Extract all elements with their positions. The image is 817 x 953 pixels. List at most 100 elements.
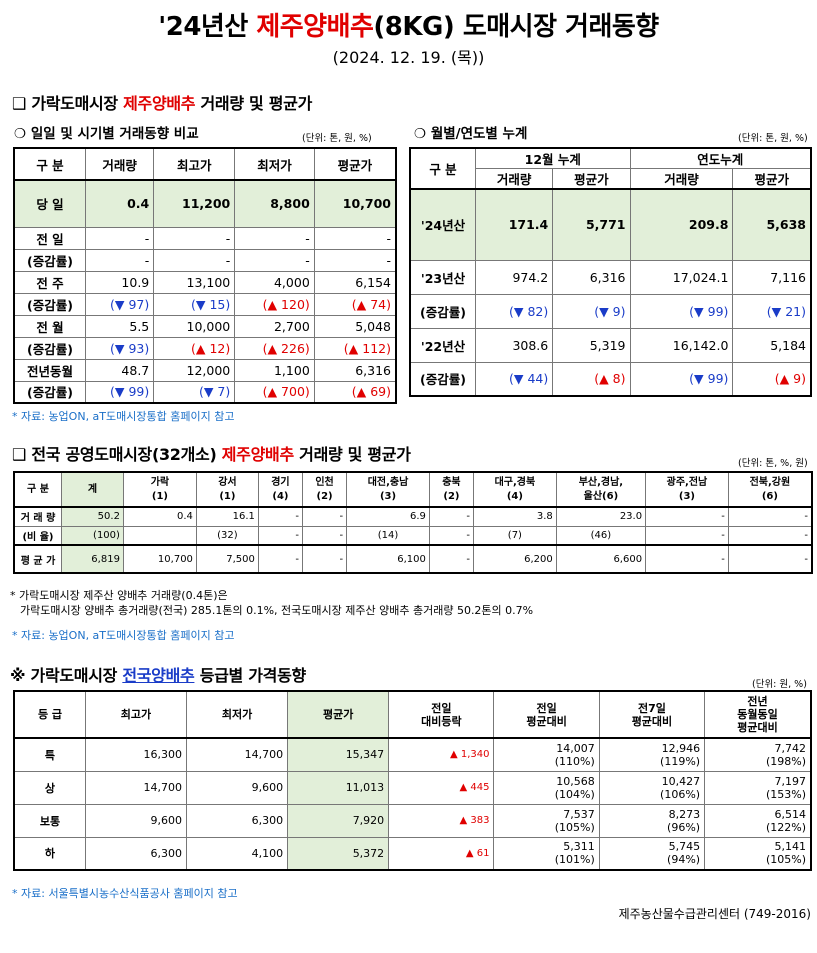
change-cell: ▲ 383 <box>388 803 495 838</box>
compare-value: 10,427 <box>661 774 701 788</box>
compare-percent: (122%) <box>765 820 806 834</box>
table-row: 평 균 가 6,819 10,700 7,500- -6,100-6,200 6,600-… <box>13 544 813 574</box>
table-row: (증감률) (▼ 99) (▼ 7) (▲ 700) (▲ 69) <box>13 380 397 404</box>
table-row: '24년산 171.4 5,771 209.8 5,638 <box>409 188 812 261</box>
table-row: 전 일 ---- <box>13 226 397 250</box>
column-header: 계 <box>61 471 124 508</box>
table-cell: - <box>428 506 475 527</box>
table-cell: - <box>257 506 304 527</box>
compare-cell: 10,568 (104%) <box>493 770 600 805</box>
report-date: (2024. 12. 19. (목)) <box>332 48 485 67</box>
table-cell: (46) <box>555 525 647 546</box>
table-cell: - <box>645 506 729 527</box>
column-header: 구 분 <box>13 471 62 508</box>
compare-cell: 5,745 (94%) <box>598 836 706 871</box>
table-row: 전년동월 48.7 12,000 1,100 6,316 <box>13 358 397 382</box>
column-header: 강서 (1) <box>195 471 259 508</box>
table-cell: 16.1 <box>195 506 259 527</box>
column-header: 전7일 평균대비 <box>598 690 706 739</box>
table-cell: - <box>727 525 813 546</box>
table-row: (증감률) (▼ 82) (▼ 9) (▼ 99) (▼ 21) <box>409 293 812 329</box>
table-row: 보통 9,600 6,300 7,920 ▲ 383 7,537 (105%) 8,273 (9… <box>13 803 812 838</box>
table-cell: 6,819 <box>61 544 124 574</box>
grade-label: 하 <box>13 836 86 871</box>
table-cell: 6,300 <box>84 836 188 871</box>
ratio-note: * 가락도매시장 제주산 양배추 거래량(0.4톤)은 가락도매시장 양배추 총… <box>10 589 534 617</box>
table-cell: 50.2 <box>61 506 124 527</box>
compare-value: 8,273 <box>668 807 701 821</box>
compare-value: 7,197 <box>774 774 807 788</box>
compare-percent: (105%) <box>765 853 806 867</box>
change-cell: ▲ 1,340 <box>388 737 495 772</box>
table-row: 거 래 량 50.2 0.4 16.1- -6.9-3.8 23.0- - <box>13 506 813 527</box>
column-header: 부산,경남, 울산(6) <box>555 471 647 508</box>
table-cell: 11,013 <box>287 770 390 805</box>
source-note-3: * 자료: 서울특별시농수산식품공사 홈페이지 참고 <box>12 887 238 900</box>
table-row: '23년산 974.2 6,316 17,024.1 7,116 <box>409 259 812 295</box>
footer-credit: 제주농산물수급관리센터 (749-2016) <box>618 907 811 921</box>
change-cell: ▲ 445 <box>388 770 495 805</box>
column-header: 전일 대비등락 <box>388 690 495 739</box>
column-header: 최고가 <box>84 690 188 739</box>
right-table-title: ❍ 월별/연도별 누계 <box>414 126 528 142</box>
compare-percent: (101%) <box>554 853 595 867</box>
compare-cell: 5,141 (105%) <box>704 836 812 871</box>
compare-value: 10,568 <box>556 774 595 788</box>
table-row: 하 6,300 4,100 5,372 ▲ 61 5,311 (101%) 5,745 (94%… <box>13 836 812 871</box>
table-cell: - <box>301 506 348 527</box>
table-cell: - <box>428 525 475 546</box>
compare-percent: (106%) <box>660 787 701 801</box>
source-note-2: * 자료: 농업ON, aT도매시장통합 홈페이지 참고 <box>12 629 235 642</box>
table-cell: - <box>257 544 304 574</box>
compare-percent: (96%) <box>667 820 701 834</box>
table-cell: 6,600 <box>555 544 647 574</box>
table-cell: (7) <box>473 525 557 546</box>
compare-value: 7,537 <box>563 807 595 821</box>
compare-value: 7,742 <box>774 741 807 755</box>
compare-percent: (198%) <box>765 754 806 768</box>
table-cell: 15,347 <box>287 737 390 772</box>
table-cell: 9,600 <box>186 770 289 805</box>
column-header: 충북 (2) <box>428 471 475 508</box>
table-row: (증감률) (▼ 44) (▲ 8) (▼ 99) (▲ 9) <box>409 361 812 397</box>
table-cell: - <box>727 544 813 574</box>
compare-value: 12,946 <box>661 741 701 755</box>
right-table-unit: (단위: 톤, 원, %) <box>738 133 808 144</box>
table-cell: 6,100 <box>346 544 430 574</box>
table-cell: 7,500 <box>195 544 259 574</box>
compare-percent: (94%) <box>667 853 701 867</box>
grade-price-table: 등 급 최고가 최저가 평균가 전일 대비등락 전일 평균대비 전7일 평균대비 전년 동월동… <box>13 690 812 871</box>
table-cell: 6,200 <box>473 544 557 574</box>
compare-percent: (104%) <box>554 787 595 801</box>
table-cell: - <box>727 506 813 527</box>
compare-value: 6,514 <box>774 807 807 821</box>
table-row: 전 주 10.9 13,100 4,000 6,154 <box>13 270 397 294</box>
table-row: (증감률) ---- <box>13 248 397 272</box>
table-cell: - <box>301 544 348 574</box>
table-row: '22년산 308.6 5,319 16,142.0 5,184 <box>409 327 812 363</box>
table-row: 당 일 0.4 11,200 8,800 10,700 <box>13 179 397 228</box>
table-cell: 3.8 <box>473 506 557 527</box>
table-cell: 16,300 <box>84 737 188 772</box>
compare-cell: 7,742 (198%) <box>704 737 812 772</box>
table-cell: 7,920 <box>287 803 390 838</box>
table-cell: 14,700 <box>84 770 188 805</box>
section3-heading: ※ 가락도매시장 전국양배추 등급별 가격동향 <box>10 666 306 685</box>
column-header: 전년 동월동일 평균대비 <box>704 690 812 739</box>
table-row: 전 월 5.5 10,000 2,700 5,048 <box>13 314 397 338</box>
column-header: 최저가 <box>186 690 289 739</box>
compare-cell: 12,946 (119%) <box>598 737 706 772</box>
table-cell: 4,100 <box>186 836 289 871</box>
table-cell <box>122 525 197 546</box>
row-label: (비 율) <box>13 525 62 546</box>
column-header: 경기 (4) <box>257 471 304 508</box>
compare-value: 5,311 <box>563 840 595 854</box>
column-header: 평균가 <box>287 690 390 739</box>
table-row: (증감률) (▼ 93) (▲ 12) (▲ 226) (▲ 112) <box>13 336 397 360</box>
compare-cell: 7,537 (105%) <box>493 803 600 838</box>
compare-value: 5,745 <box>668 840 701 854</box>
table-cell: 5,372 <box>287 836 390 871</box>
left-table-unit: (단위: 톤, 원, %) <box>302 133 372 144</box>
table-cell: 10,700 <box>122 544 197 574</box>
grade-label: 보통 <box>13 803 86 838</box>
